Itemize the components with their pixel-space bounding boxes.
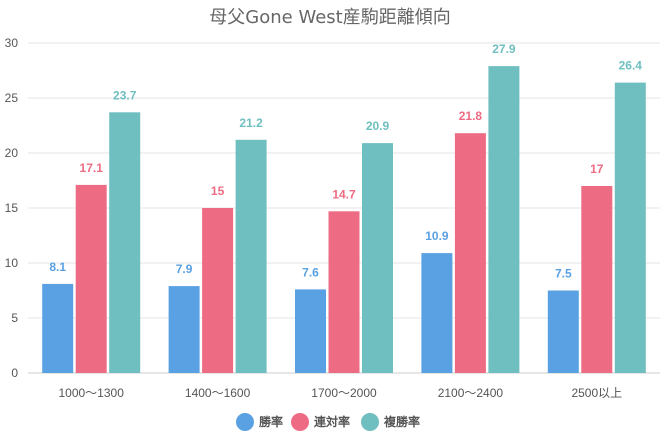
y-tick-label: 10: [5, 256, 19, 270]
legend-label: 連対率: [314, 414, 350, 429]
y-axis: 0 5 10 15 20 25 30: [5, 36, 19, 380]
data-label: 14.7: [332, 187, 356, 201]
bar[interactable]: [328, 211, 360, 373]
bar[interactable]: [295, 289, 326, 373]
legend-label: 勝率: [259, 414, 283, 429]
data-label: 7.9: [176, 262, 193, 276]
bar[interactable]: [614, 82, 646, 373]
x-tick-label: 2100～2400: [438, 386, 504, 400]
y-tick-label: 5: [11, 311, 18, 325]
legend-label: 複勝率: [383, 414, 420, 429]
data-label: 7.5: [555, 267, 572, 281]
legend-marker: [236, 413, 254, 431]
legend-item[interactable]: 勝率: [236, 413, 283, 431]
data-label: 27.9: [492, 42, 516, 56]
data-label: 10.9: [425, 229, 449, 243]
data-label: 17.1: [80, 161, 104, 175]
y-tick-label: 0: [11, 366, 18, 380]
x-tick-label: 1700～2000: [311, 386, 377, 400]
bar[interactable]: [109, 112, 141, 374]
legend[interactable]: 勝率 連対率 複勝率: [236, 413, 420, 431]
data-label: 23.7: [113, 88, 137, 102]
bar[interactable]: [421, 253, 453, 373]
data-label: 8.1: [49, 260, 66, 274]
data-label: 21.2: [239, 116, 263, 130]
data-label: 7.6: [302, 265, 319, 279]
bar[interactable]: [362, 143, 393, 373]
bar[interactable]: [75, 184, 107, 373]
data-label: 21.8: [459, 109, 483, 123]
legend-item[interactable]: 複勝率: [361, 413, 420, 431]
y-tick-label: 30: [5, 36, 19, 50]
x-tick-label: 1000～1300: [58, 386, 124, 400]
bar[interactable]: [581, 186, 613, 373]
bar[interactable]: [168, 286, 200, 373]
x-axis: 1000～1300 1400～1600 1700～2000 2100～2400 2500…: [58, 386, 622, 400]
legend-marker: [361, 413, 379, 431]
data-label: 26.4: [619, 59, 643, 73]
bar[interactable]: [202, 208, 234, 373]
data-label: 15: [211, 184, 225, 198]
data-label: 20.9: [366, 119, 390, 133]
legend-item[interactable]: 連対率: [291, 413, 350, 431]
y-tick-label: 25: [5, 91, 19, 105]
bars: [42, 66, 646, 374]
data-label: 17: [590, 162, 604, 176]
y-tick-label: 20: [5, 146, 19, 160]
legend-marker: [291, 413, 309, 431]
chart-title: 母父Gone West産駒距離傾向: [209, 7, 450, 28]
bar[interactable]: [547, 290, 579, 374]
bar[interactable]: [488, 66, 520, 373]
x-tick-label: 1400～1600: [185, 386, 251, 400]
data-labels: 8.1 17.1 23.7 7.9 15 21.2 7.6 14.7 20.9 10.9 21.8 2…: [49, 42, 642, 280]
bar[interactable]: [235, 139, 267, 373]
x-tick-label: 2500以上: [571, 386, 622, 400]
y-tick-label: 15: [5, 201, 19, 215]
bar[interactable]: [42, 283, 74, 373]
bar[interactable]: [454, 133, 486, 373]
